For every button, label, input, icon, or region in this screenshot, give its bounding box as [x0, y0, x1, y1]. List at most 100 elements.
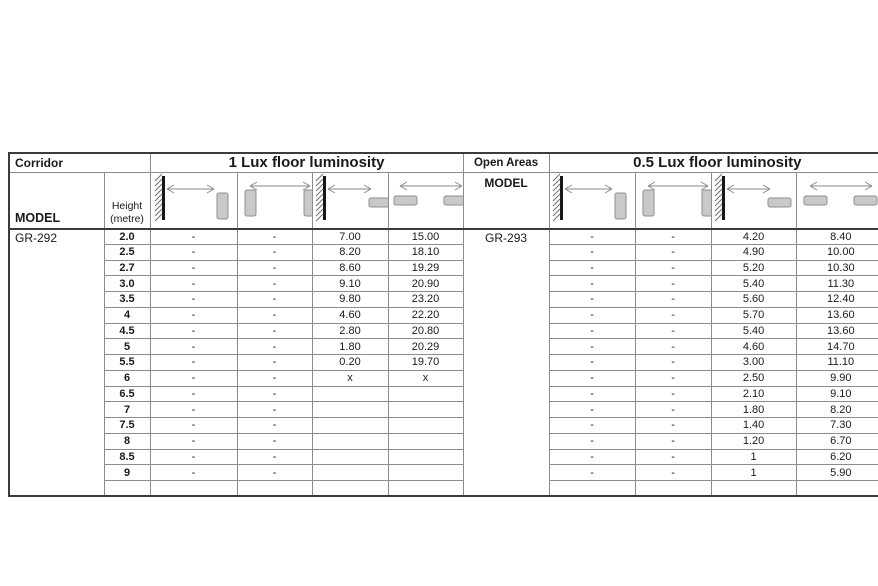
left-value-cell-col1: - — [149, 275, 238, 292]
right-value-cell-col2: - — [634, 369, 712, 387]
left-value-cell-col2: - — [236, 464, 313, 481]
left-lux-header: 1 Lux floor luminosity — [149, 152, 464, 173]
table-row: 2.5- -8.20 18.10- -4.90 10.00 — [9, 243, 878, 261]
left-value-cell-col2: - — [236, 275, 313, 292]
right-value-cell-col2: - — [634, 432, 712, 450]
left-value-cell-col4: 19.29 — [387, 259, 464, 277]
right-value-cell-col1: - — [548, 354, 636, 371]
right-value-cell-col3: 1 — [710, 448, 797, 466]
left-value-cell-col2: - — [236, 259, 313, 277]
table-row: 8.5- - - -1 6.20 — [9, 448, 878, 466]
right-value-cell-col3 — [710, 480, 797, 496]
left-value-cell-col3 — [311, 464, 389, 481]
right-value-cell-col1: - — [548, 228, 636, 245]
left-value-cell-col4: 23.20 — [387, 291, 464, 308]
height-cell: 8.5 — [103, 448, 151, 466]
right-value-cell-col1: - — [548, 464, 636, 481]
left-value-cell-col4 — [387, 401, 464, 418]
right-value-cell-col3: 1 — [710, 464, 797, 481]
right-value-cell-col3: 1.80 — [710, 401, 797, 418]
corridor-section-label: Corridor — [8, 152, 151, 173]
height-cell: 3.0 — [103, 275, 151, 292]
left-diagram-cell-3 — [311, 171, 389, 230]
table-row: 9- - - -1 5.90 — [9, 464, 878, 481]
right-value-cell-col3: 5.20 — [710, 259, 797, 277]
height-cell: 2.7 — [103, 259, 151, 277]
left-value-cell-col2: - — [236, 448, 313, 466]
height-column-header: Height (metre) — [103, 171, 151, 230]
left-value-cell-col2: - — [236, 385, 313, 403]
height-cell: 8 — [103, 432, 151, 450]
table-row: 3.0- -9.10 20.90- -5.40 11.30 — [9, 275, 878, 292]
right-value-cell-col4: 10.30 — [795, 259, 878, 277]
left-value-cell-col1: - — [149, 385, 238, 403]
left-value-cell-col4 — [387, 385, 464, 403]
left-value-cell-col1: - — [149, 432, 238, 450]
right-value-cell-col2: - — [634, 338, 712, 355]
right-value-cell-col2: - — [634, 354, 712, 371]
left-value-cell-col2: - — [236, 369, 313, 387]
right-value-cell-col4 — [795, 480, 878, 496]
right-lux-header: 0.5 Lux floor luminosity — [548, 152, 878, 173]
right-value-cell-col3: 4.60 — [710, 338, 797, 355]
right-value-cell-col4: 5.90 — [795, 464, 878, 481]
table-row: 6.5- - - -2.10 9.10 — [9, 385, 878, 403]
left-value-cell-col3: 8.60 — [311, 259, 389, 277]
ceiling-detector-to-ceiling-detector-spacing-icon — [393, 181, 463, 205]
table-row: 7- - - -1.80 8.20 — [9, 401, 878, 418]
height-cell: 7 — [103, 401, 151, 418]
left-value-cell-col4: 20.29 — [387, 338, 464, 355]
left-value-cell-col4: x — [387, 369, 464, 387]
left-value-cell-col4: 20.80 — [387, 322, 464, 340]
right-value-cell-col4: 9.10 — [795, 385, 878, 403]
height-cell: 3.5 — [103, 291, 151, 308]
left-value-cell-col2: - — [236, 228, 313, 245]
right-value-cell-col4: 9.90 — [795, 369, 878, 387]
left-diagram-cell-1 — [149, 171, 238, 230]
right-value-cell-col3: 5.40 — [710, 275, 797, 292]
right-diagram-cell-2 — [634, 171, 712, 230]
left-value-cell-col1: - — [149, 448, 238, 466]
left-value-cell-col2: - — [236, 243, 313, 261]
height-cell: 2.5 — [103, 243, 151, 261]
left-value-cell-col1: - — [149, 259, 238, 277]
table-row: 4.5- -2.80 20.80- -5.40 13.60 — [9, 322, 878, 340]
height-cell — [103, 480, 151, 496]
left-value-cell-col3: 1.80 — [311, 338, 389, 355]
left-value-cell-col1 — [149, 480, 238, 496]
height-cell: 4.5 — [103, 322, 151, 340]
left-value-cell-col4 — [387, 432, 464, 450]
wall-detector-to-wall-detector-spacing-icon — [244, 181, 311, 216]
left-value-cell-col3: 2.80 — [311, 322, 389, 340]
open-areas-section-label: Open Areas — [462, 152, 550, 173]
right-value-cell-col2 — [634, 480, 712, 496]
left-value-cell-col1: - — [149, 369, 238, 387]
height-cell: 5 — [103, 338, 151, 355]
right-value-cell-col1: - — [548, 369, 636, 387]
left-value-cell-col3 — [311, 480, 389, 496]
right-value-cell-col1: - — [548, 401, 636, 418]
right-value-cell-col1: - — [548, 306, 636, 324]
right-value-cell-col1: - — [548, 338, 636, 355]
table-row: 5.5- -0.20 19.70- -3.00 11.10 — [9, 354, 878, 371]
right-value-cell-col4: 8.40 — [795, 228, 878, 245]
table-row: 6- - x x - -2.50 9.90 — [9, 369, 878, 387]
table-row: 2.7- -8.60 19.29- -5.20 10.30 — [9, 259, 878, 277]
right-value-cell-col2: - — [634, 417, 712, 434]
table-row: 3.5- -9.80 23.20- -5.60 12.40 — [9, 291, 878, 308]
left-value-cell-col4 — [387, 464, 464, 481]
table-row: GR-292 2.0- -7.00 15.00 GR-293- -4.20 8.40 — [8, 228, 878, 496]
left-value-cell-col1: - — [149, 401, 238, 418]
right-value-cell-col4: 13.60 — [795, 322, 878, 340]
right-value-cell-col4: 8.20 — [795, 401, 878, 418]
right-value-cell-col2: - — [634, 243, 712, 261]
right-value-cell-col3: 2.50 — [710, 369, 797, 387]
right-value-cell-col2: - — [634, 385, 712, 403]
right-value-cell-col3: 4.20 — [710, 228, 797, 245]
left-value-cell-col3 — [311, 432, 389, 450]
height-cell: 4 — [103, 306, 151, 324]
right-value-cell-col4: 13.60 — [795, 306, 878, 324]
left-value-cell-col2: - — [236, 401, 313, 418]
height-cell: 6 — [103, 369, 151, 387]
height-cell: 6.5 — [103, 385, 151, 403]
